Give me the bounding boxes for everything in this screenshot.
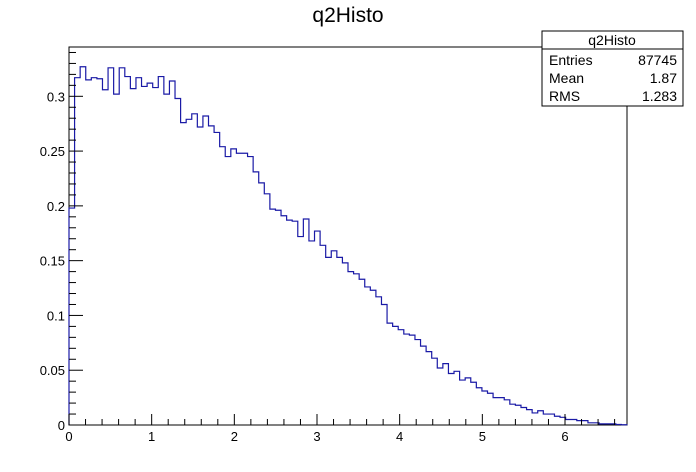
x-tick-label: 5 bbox=[479, 429, 486, 444]
x-tick-label: 3 bbox=[313, 429, 320, 444]
x-axis: 0 1 2 3 4 5 6 bbox=[65, 414, 616, 444]
chart-title: q2Histo bbox=[312, 4, 383, 27]
histogram-line bbox=[68, 66, 628, 426]
x-tick-label: 6 bbox=[561, 429, 568, 444]
x-tick-label: 2 bbox=[231, 429, 238, 444]
x-tick-label: 1 bbox=[148, 429, 155, 444]
x-tick-label: 0 bbox=[65, 429, 72, 444]
y-tick-label: 0.1 bbox=[47, 308, 65, 323]
x-tick-label: 4 bbox=[396, 429, 403, 444]
y-tick-label: 0.2 bbox=[47, 199, 65, 214]
stats-mean-value: 1.87 bbox=[650, 70, 677, 86]
y-tick-label: 0.05 bbox=[40, 363, 65, 378]
stats-rms-label: RMS bbox=[549, 88, 580, 104]
stats-box-frame bbox=[541, 30, 684, 107]
stats-mean-label: Mean bbox=[549, 70, 584, 86]
stats-entries-label: Entries bbox=[549, 52, 593, 68]
y-tick-label: 0 bbox=[58, 418, 65, 433]
y-tick-label: 0.25 bbox=[40, 144, 65, 159]
stats-entries-value: 87745 bbox=[638, 52, 677, 68]
y-tick-label: 0.3 bbox=[47, 89, 65, 104]
stats-rms-value: 1.283 bbox=[642, 88, 677, 104]
stats-box: q2Histo Entries 87745 Mean 1.87 RMS 1.28… bbox=[541, 30, 684, 107]
y-axis: 0 0.05 0.1 0.15 0.2 0.25 0.3 bbox=[40, 51, 83, 433]
stats-title: q2Histo bbox=[588, 32, 636, 48]
y-tick-label: 0.15 bbox=[40, 254, 65, 269]
